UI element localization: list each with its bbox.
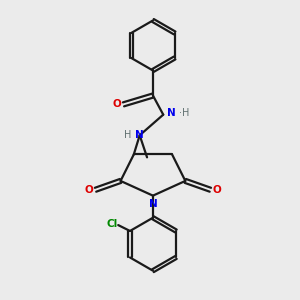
Text: O: O xyxy=(112,99,122,110)
Text: N: N xyxy=(148,199,157,209)
Text: N: N xyxy=(135,130,144,140)
Text: O: O xyxy=(85,185,93,195)
Text: O: O xyxy=(212,185,221,195)
Text: ·H: ·H xyxy=(178,108,189,118)
Text: H: H xyxy=(124,130,131,140)
Text: Cl: Cl xyxy=(107,219,118,229)
Text: N: N xyxy=(167,108,176,118)
